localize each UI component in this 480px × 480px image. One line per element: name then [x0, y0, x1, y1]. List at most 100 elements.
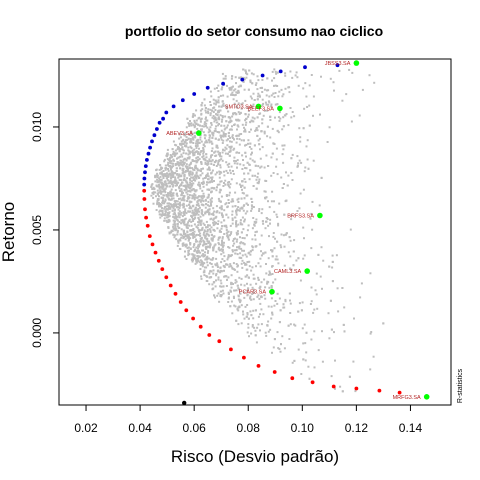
random-portfolio-point [151, 188, 154, 190]
random-portfolio-point [204, 211, 207, 214]
random-portfolio-point [236, 162, 239, 165]
random-portfolio-point [150, 185, 153, 188]
chart-title: portfolio do setor consumo nao ciclico [125, 23, 383, 39]
random-portfolio-point [373, 81, 376, 84]
random-portfolio-point [253, 223, 256, 226]
random-portfolio-point [201, 172, 204, 175]
random-portfolio-point [181, 215, 184, 218]
random-portfolio-point [245, 76, 248, 79]
random-portfolio-point [156, 200, 159, 203]
random-portfolio-point [211, 186, 214, 189]
random-portfolio-point [226, 263, 229, 266]
random-portfolio-point [211, 237, 214, 240]
random-portfolio-point [263, 88, 266, 91]
random-portfolio-point [191, 209, 194, 212]
random-portfolio-point [321, 287, 323, 290]
random-portfolio-point [275, 255, 278, 258]
random-portfolio-point [209, 276, 212, 279]
asset-point [255, 103, 262, 110]
random-portfolio-point [193, 250, 196, 253]
random-portfolio-point [237, 206, 240, 209]
random-portfolio-point [223, 260, 226, 262]
random-portfolio-point [205, 280, 208, 282]
random-portfolio-point [167, 158, 170, 161]
random-portfolio-point [229, 254, 232, 257]
random-portfolio-point [298, 127, 301, 130]
random-portfolio-point [200, 237, 203, 240]
random-portfolio-point [225, 226, 228, 229]
random-portfolio-point [225, 161, 228, 164]
random-portfolio-point [334, 359, 336, 362]
random-portfolio-point [197, 117, 200, 120]
random-portfolio-point [236, 124, 239, 127]
random-portfolio-point [264, 227, 267, 230]
random-portfolio-point [235, 263, 238, 265]
random-portfolio-point [179, 189, 182, 192]
random-portfolio-point [243, 186, 246, 189]
random-portfolio-point [182, 236, 185, 239]
random-portfolio-point [302, 87, 305, 90]
random-portfolio-point [247, 323, 250, 326]
random-portfolio-point [222, 77, 225, 80]
asset-point [353, 60, 360, 66]
random-portfolio-point [166, 195, 169, 198]
random-portfolio-point [215, 189, 218, 192]
random-portfolio-point [206, 196, 209, 199]
random-portfolio-point [254, 129, 257, 132]
random-portfolio-point [258, 94, 261, 97]
random-portfolio-point [158, 210, 161, 213]
random-portfolio-point [267, 100, 270, 103]
random-portfolio-point [236, 253, 239, 256]
random-portfolio-point [199, 222, 202, 225]
random-portfolio-point [178, 210, 181, 213]
random-portfolio-point [170, 197, 173, 200]
random-portfolio-point [184, 235, 187, 238]
random-portfolio-point [312, 114, 314, 117]
random-portfolio-point [189, 237, 192, 240]
random-portfolio-point [306, 139, 309, 142]
random-portfolio-point [207, 200, 210, 203]
random-portfolio-point [167, 194, 170, 197]
random-portfolio-point [233, 112, 236, 115]
random-portfolio-point [215, 125, 218, 128]
random-portfolio-point [182, 162, 185, 165]
random-portfolio-point [245, 167, 248, 170]
random-portfolio-point [183, 157, 186, 160]
random-portfolio-point [207, 131, 210, 134]
random-portfolio-point [255, 82, 258, 85]
random-portfolio-point [192, 196, 195, 199]
random-portfolio-point [251, 325, 254, 328]
random-portfolio-point [299, 279, 302, 282]
random-portfolio-point [198, 141, 201, 144]
random-portfolio-point [214, 117, 217, 119]
random-portfolio-point [260, 281, 263, 284]
random-portfolio-point [249, 95, 252, 98]
random-portfolio-point [281, 335, 284, 338]
random-portfolio-point [331, 266, 334, 269]
random-portfolio-point [260, 234, 263, 237]
random-portfolio-point [231, 198, 234, 201]
random-portfolio-point [268, 270, 271, 273]
random-portfolio-point [275, 147, 278, 150]
random-portfolio-point [255, 187, 258, 190]
random-portfolio-point [235, 231, 238, 234]
random-portfolio-point [270, 94, 273, 97]
random-portfolio-point [234, 252, 237, 255]
random-portfolio-point [189, 151, 192, 154]
random-portfolio-point [190, 122, 193, 125]
random-portfolio-point [189, 205, 192, 208]
random-portfolio-point [206, 226, 209, 229]
random-portfolio-point [198, 169, 201, 172]
random-portfolio-point [232, 244, 235, 247]
random-portfolio-point [232, 172, 235, 175]
random-portfolio-point [225, 139, 228, 142]
random-portfolio-point [251, 245, 254, 248]
random-portfolio-point [275, 213, 278, 216]
random-portfolio-point [166, 148, 169, 151]
random-portfolio-point [224, 75, 227, 78]
random-portfolio-point [221, 118, 224, 121]
random-portfolio-point [225, 107, 228, 110]
random-portfolio-point [207, 257, 210, 260]
random-portfolio-point [181, 172, 184, 175]
random-portfolio-point [224, 179, 227, 182]
